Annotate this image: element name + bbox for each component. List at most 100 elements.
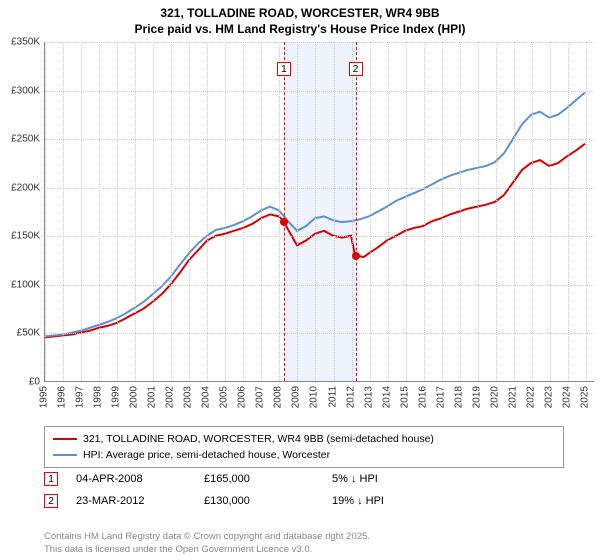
gridline-v (153, 42, 154, 381)
legend-label: HPI: Average price, semi-detached house,… (83, 449, 330, 461)
legend: 321, TOLLADINE ROAD, WORCESTER, WR4 9BB … (44, 426, 564, 468)
x-tick-label: 2017 (435, 386, 446, 408)
gridline-h (45, 139, 594, 140)
gridline-h (45, 91, 594, 92)
annotation-row: 2 23-MAR-2012 £130,000 19% ↓ HPI (44, 490, 584, 512)
footer-line-1: Contains HM Land Registry data © Crown c… (44, 531, 370, 543)
flag-line (356, 42, 357, 381)
gridline-v (388, 42, 389, 381)
x-tick-label: 2008 (273, 386, 284, 408)
flag-marker: 2 (349, 62, 363, 76)
footer-line-2: This data is licensed under the Open Gov… (44, 544, 370, 556)
annotation-price: £130,000 (204, 495, 314, 507)
x-tick-label: 1999 (111, 386, 122, 408)
gridline-v (261, 42, 262, 381)
x-tick-label: 2003 (183, 386, 194, 408)
legend-label: 321, TOLLADINE ROAD, WORCESTER, WR4 9BB … (83, 433, 434, 445)
x-tick-label: 2025 (579, 386, 590, 408)
x-tick-label: 2007 (255, 386, 266, 408)
flag-line (284, 42, 285, 381)
gridline-v (99, 42, 100, 381)
x-tick-label: 2013 (363, 386, 374, 408)
gridline-v (370, 42, 371, 381)
x-tick-label: 2000 (129, 386, 140, 408)
annotation-price: £165,000 (204, 473, 314, 485)
x-tick-label: 2022 (525, 386, 536, 408)
x-tick-label: 2006 (237, 386, 248, 408)
x-tick-label: 2005 (219, 386, 230, 408)
x-tick-label: 2010 (309, 386, 320, 408)
gridline-v (442, 42, 443, 381)
gridline-v (460, 42, 461, 381)
chart-area: £0£50K£100K£150K£200K£250K£300K£350K 12 … (0, 42, 600, 422)
gridline-v (334, 42, 335, 381)
footer-attribution: Contains HM Land Registry data © Crown c… (44, 531, 370, 556)
title-line-1: 321, TOLLADINE ROAD, WORCESTER, WR4 9BB (0, 6, 600, 22)
x-tick-label: 2015 (399, 386, 410, 408)
annotation-delta: 5% ↓ HPI (332, 473, 442, 485)
x-tick-label: 1995 (39, 386, 50, 408)
x-tick-label: 2011 (327, 386, 338, 408)
annotation-delta: 19% ↓ HPI (332, 495, 442, 507)
y-tick-label: £300K (11, 85, 40, 96)
x-tick-label: 1997 (75, 386, 86, 408)
gridline-v (424, 42, 425, 381)
gridline-v (315, 42, 316, 381)
gridline-h (45, 188, 594, 189)
y-axis-labels: £0£50K£100K£150K£200K£250K£300K£350K (0, 42, 44, 382)
x-tick-label: 2012 (345, 386, 356, 408)
gridline-v (81, 42, 82, 381)
x-tick-label: 2014 (381, 386, 392, 408)
x-tick-label: 2024 (561, 386, 572, 408)
annotation-date: 04-APR-2008 (76, 473, 186, 485)
gridline-v (117, 42, 118, 381)
x-tick-label: 2016 (417, 386, 428, 408)
gridline-v (550, 42, 551, 381)
annotations-table: 1 04-APR-2008 £165,000 5% ↓ HPI 2 23-MAR-2012… (44, 468, 584, 512)
x-tick-label: 2004 (201, 386, 212, 408)
gridline-v (207, 42, 208, 381)
flag-marker: 1 (277, 62, 291, 76)
x-tick-label: 2001 (147, 386, 158, 408)
gridline-v (297, 42, 298, 381)
annotation-row: 1 04-APR-2008 £165,000 5% ↓ HPI (44, 468, 584, 490)
chart-container: 321, TOLLADINE ROAD, WORCESTER, WR4 9BB … (0, 0, 600, 560)
gridline-h (45, 333, 594, 334)
annotation-flag: 2 (44, 494, 58, 508)
highlight-band (284, 42, 356, 381)
x-tick-label: 1998 (93, 386, 104, 408)
gridline-v (225, 42, 226, 381)
legend-swatch (53, 438, 77, 440)
x-tick-label: 2023 (543, 386, 554, 408)
x-tick-label: 2009 (291, 386, 302, 408)
gridline-v (45, 42, 46, 381)
gridline-h (45, 236, 594, 237)
annotation-date: 23-MAR-2012 (76, 495, 186, 507)
gridline-v (135, 42, 136, 381)
gridline-v (496, 42, 497, 381)
chart-title: 321, TOLLADINE ROAD, WORCESTER, WR4 9BB … (0, 0, 600, 37)
x-axis-labels: 1995199619971998199920002001200220032004… (44, 382, 594, 422)
x-tick-label: 2020 (489, 386, 500, 408)
plot-area: 12 (44, 42, 594, 382)
gridline-v (243, 42, 244, 381)
annotation-flag: 1 (44, 472, 58, 486)
y-tick-label: £200K (11, 182, 40, 193)
gridline-v (586, 42, 587, 381)
legend-item: 321, TOLLADINE ROAD, WORCESTER, WR4 9BB … (53, 431, 555, 447)
x-tick-label: 2021 (507, 386, 518, 408)
data-point-marker (280, 218, 288, 226)
gridline-h (45, 42, 594, 43)
y-tick-label: £250K (11, 134, 40, 145)
gridline-v (478, 42, 479, 381)
gridline-v (171, 42, 172, 381)
gridline-h (45, 285, 594, 286)
x-tick-label: 2018 (453, 386, 464, 408)
gridline-v (352, 42, 353, 381)
title-line-2: Price paid vs. HM Land Registry's House … (0, 22, 600, 38)
x-tick-label: 1996 (57, 386, 68, 408)
x-tick-label: 2019 (471, 386, 482, 408)
gridline-v (568, 42, 569, 381)
legend-item: HPI: Average price, semi-detached house,… (53, 447, 555, 463)
gridline-v (514, 42, 515, 381)
